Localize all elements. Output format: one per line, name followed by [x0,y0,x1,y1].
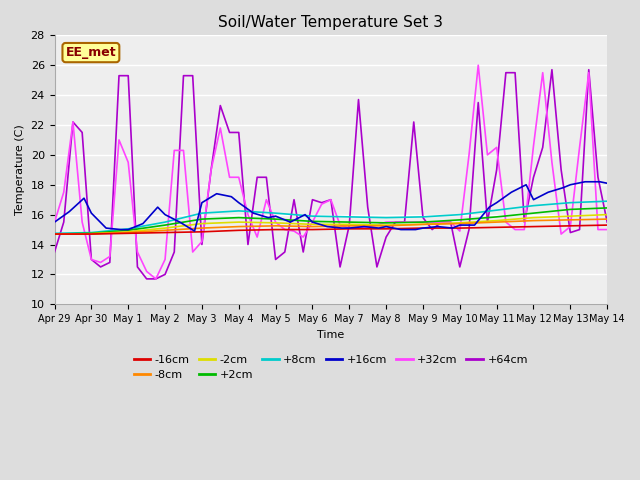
Title: Soil/Water Temperature Set 3: Soil/Water Temperature Set 3 [218,15,444,30]
Text: EE_met: EE_met [65,46,116,59]
X-axis label: Time: Time [317,330,344,339]
Y-axis label: Temperature (C): Temperature (C) [15,124,25,215]
Legend: -16cm, -8cm, -2cm, +2cm, +8cm, +16cm, +32cm, +64cm: -16cm, -8cm, -2cm, +2cm, +8cm, +16cm, +3… [129,350,532,385]
